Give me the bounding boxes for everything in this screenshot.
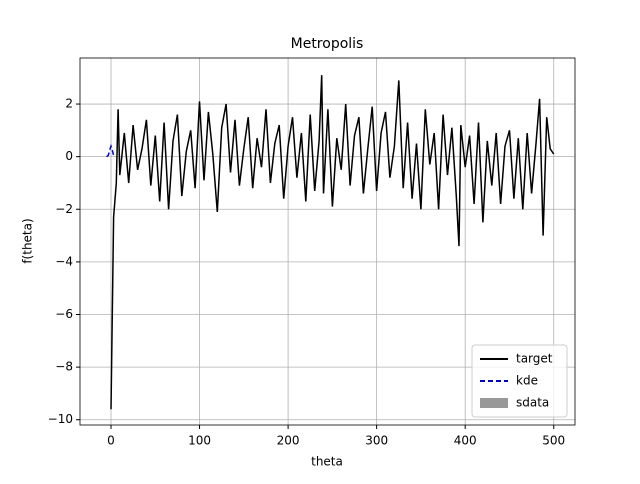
x-tick-label: 300 — [365, 434, 388, 448]
x-axis-label: theta — [311, 455, 343, 469]
legend-label: kde — [516, 374, 538, 388]
plot-frame — [79, 57, 576, 426]
y-tick-label: 2 — [65, 97, 73, 111]
y-tick-label: −4 — [55, 254, 73, 268]
y-tick-label: −10 — [48, 412, 73, 426]
line-target — [110, 75, 555, 410]
y-tick-label: −2 — [55, 202, 73, 216]
x-tick-label: 200 — [277, 434, 300, 448]
x-tick-label: 500 — [542, 434, 565, 448]
legend-label: sdata — [516, 396, 549, 410]
y-tick-label: −8 — [55, 360, 73, 374]
line-kde — [106, 143, 116, 158]
legend-label: target — [516, 352, 553, 366]
y-axis-label: f(theta) — [21, 218, 35, 263]
x-tick-label: 400 — [454, 434, 477, 448]
x-tick-label: 100 — [188, 434, 211, 448]
x-tick-label: 0 — [107, 434, 115, 448]
y-tick-label: −6 — [55, 307, 73, 321]
legend-swatch — [480, 398, 508, 408]
chart-title: Metropolis — [291, 36, 364, 52]
y-tick-label: 0 — [65, 149, 73, 163]
